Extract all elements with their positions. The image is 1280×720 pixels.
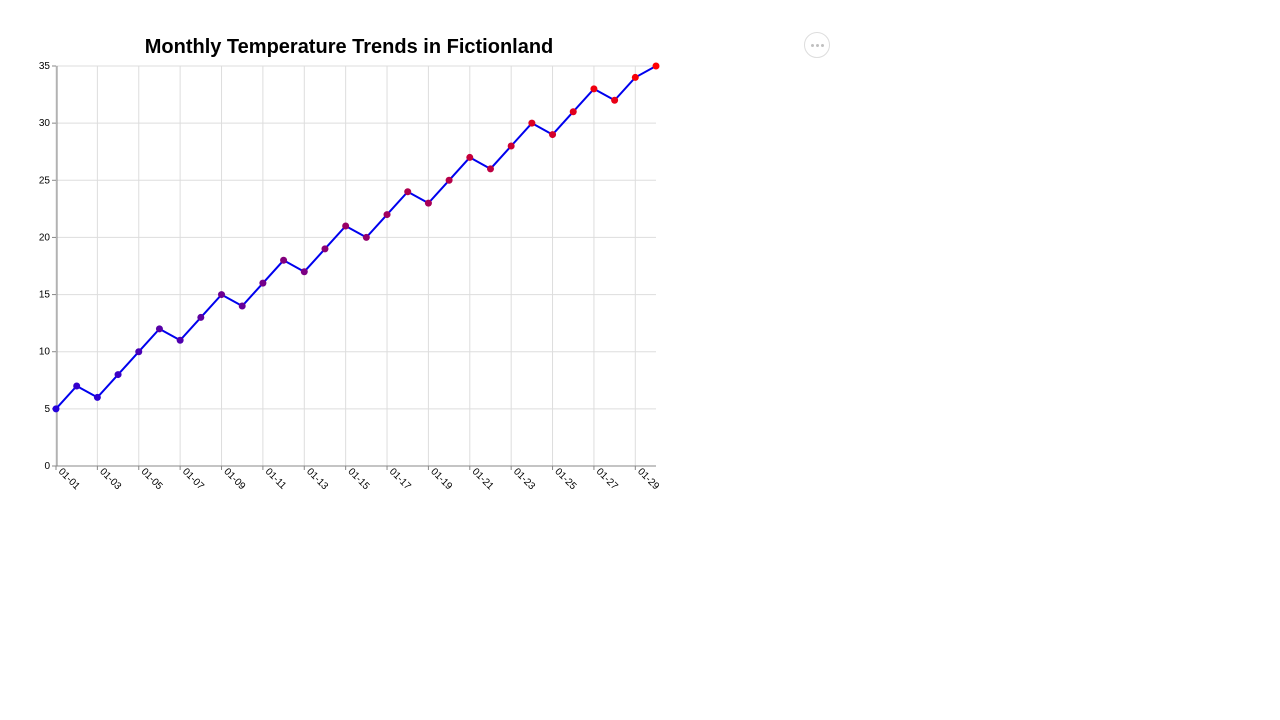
data-point bbox=[321, 245, 329, 253]
more-horizontal-icon bbox=[810, 43, 814, 47]
data-point bbox=[155, 325, 163, 333]
x-tick-label: 01-07 bbox=[180, 466, 206, 492]
data-point bbox=[445, 176, 453, 184]
x-tick-label: 01-13 bbox=[304, 466, 330, 492]
axes: 0 5 10 15 20 25 30 35 01-01 01-03 01-05 01-07 01-09 0… bbox=[39, 61, 661, 493]
x-tick-label: 01-05 bbox=[139, 466, 165, 492]
more-horizontal-icon bbox=[815, 43, 819, 47]
x-tick-label: 01-01 bbox=[56, 466, 82, 492]
y-tick-label: 15 bbox=[39, 290, 51, 301]
x-tick-label: 01-15 bbox=[346, 466, 372, 492]
x-tick-label: 01-21 bbox=[470, 466, 496, 492]
grid bbox=[55, 65, 656, 467]
more-horizontal-icon bbox=[820, 43, 824, 47]
series-line bbox=[55, 65, 657, 410]
data-point bbox=[486, 165, 494, 173]
data-point bbox=[528, 119, 536, 127]
data-point bbox=[135, 348, 143, 356]
series bbox=[52, 62, 660, 413]
data-point bbox=[197, 313, 205, 321]
x-tick-label: 01-23 bbox=[511, 466, 537, 492]
y-tick-label: 5 bbox=[44, 404, 50, 415]
data-point bbox=[73, 382, 81, 390]
data-point bbox=[93, 393, 101, 401]
y-tick-label: 30 bbox=[39, 118, 51, 129]
x-tick-label: 01-19 bbox=[428, 466, 454, 492]
data-point bbox=[362, 233, 370, 241]
x-tick-label: 01-09 bbox=[221, 466, 247, 492]
data-point bbox=[238, 302, 246, 310]
data-point bbox=[52, 405, 60, 413]
data-point bbox=[652, 62, 660, 70]
data-point bbox=[383, 211, 391, 219]
data-point bbox=[114, 371, 122, 379]
y-tick-label: 0 bbox=[44, 461, 50, 472]
y-tick-label: 35 bbox=[39, 61, 51, 72]
y-tick-label: 10 bbox=[39, 347, 51, 358]
data-point bbox=[300, 268, 308, 276]
data-point bbox=[507, 142, 515, 150]
x-tick-label: 01-03 bbox=[97, 466, 123, 492]
data-point bbox=[342, 222, 350, 230]
x-tick-label: 01-29 bbox=[635, 466, 661, 492]
data-point bbox=[549, 131, 557, 139]
data-point bbox=[280, 256, 288, 264]
data-point bbox=[569, 108, 577, 116]
data-point bbox=[466, 153, 474, 161]
data-point bbox=[259, 279, 267, 287]
x-tick-label: 01-27 bbox=[594, 466, 620, 492]
y-tick-label: 25 bbox=[39, 175, 51, 186]
data-point bbox=[218, 291, 226, 299]
data-point bbox=[176, 336, 184, 344]
x-tick-label: 01-25 bbox=[552, 466, 578, 492]
data-point bbox=[590, 85, 598, 93]
data-point bbox=[631, 73, 639, 81]
x-tick-label: 01-17 bbox=[387, 466, 413, 492]
chart-menu-button[interactable] bbox=[804, 32, 830, 58]
data-point bbox=[424, 199, 432, 207]
data-point bbox=[611, 96, 619, 104]
chart-title: Monthly Temperature Trends in Fictionlan… bbox=[145, 36, 554, 58]
y-tick-label: 20 bbox=[39, 232, 51, 243]
x-tick-label: 01-11 bbox=[263, 466, 289, 492]
data-point bbox=[404, 188, 412, 196]
